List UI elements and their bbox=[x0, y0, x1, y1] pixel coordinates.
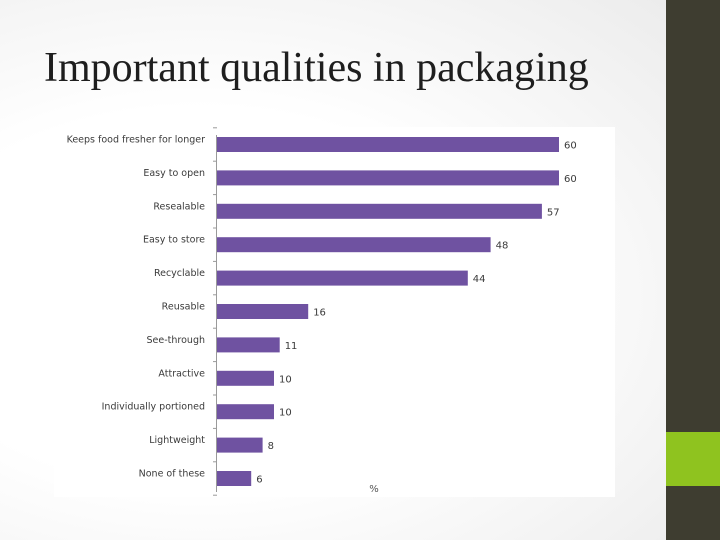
bar bbox=[217, 471, 252, 486]
category-label: Reusable bbox=[162, 302, 205, 313]
bar bbox=[217, 437, 263, 453]
category-label: None of these bbox=[139, 469, 206, 480]
right-accent-square bbox=[666, 432, 720, 486]
value-label: 60 bbox=[564, 141, 577, 152]
bar bbox=[217, 237, 491, 253]
value-label: 48 bbox=[496, 241, 509, 252]
bar bbox=[217, 270, 468, 286]
category-label: See-through bbox=[147, 335, 205, 346]
value-label: 44 bbox=[473, 274, 486, 285]
value-label: 11 bbox=[285, 341, 298, 352]
bar bbox=[217, 404, 274, 420]
category-label: Individually portioned bbox=[102, 402, 205, 413]
bar bbox=[217, 370, 274, 386]
category-label: Recyclable bbox=[154, 268, 205, 279]
bar bbox=[217, 304, 309, 319]
slide-title: Important qualities in packaging bbox=[44, 45, 589, 91]
unit-label: % bbox=[369, 484, 379, 495]
category-label: Easy to open bbox=[143, 168, 205, 179]
value-label: 6 bbox=[256, 475, 262, 486]
value-label: 10 bbox=[279, 374, 292, 385]
bar bbox=[217, 137, 559, 152]
value-label: 60 bbox=[564, 174, 577, 185]
bar bbox=[217, 203, 542, 219]
bar bbox=[217, 170, 559, 186]
category-label: Keeps food fresher for longer bbox=[67, 135, 206, 146]
value-label: 10 bbox=[279, 408, 292, 419]
chart-panel bbox=[54, 127, 615, 497]
bar bbox=[217, 337, 280, 353]
value-label: 57 bbox=[547, 207, 560, 218]
value-label: 8 bbox=[268, 441, 274, 452]
category-label: Lightweight bbox=[149, 435, 205, 446]
category-label: Easy to store bbox=[143, 235, 205, 246]
value-label: 16 bbox=[313, 308, 326, 319]
category-label: Resealable bbox=[153, 201, 205, 212]
category-label: Attractive bbox=[158, 368, 205, 379]
